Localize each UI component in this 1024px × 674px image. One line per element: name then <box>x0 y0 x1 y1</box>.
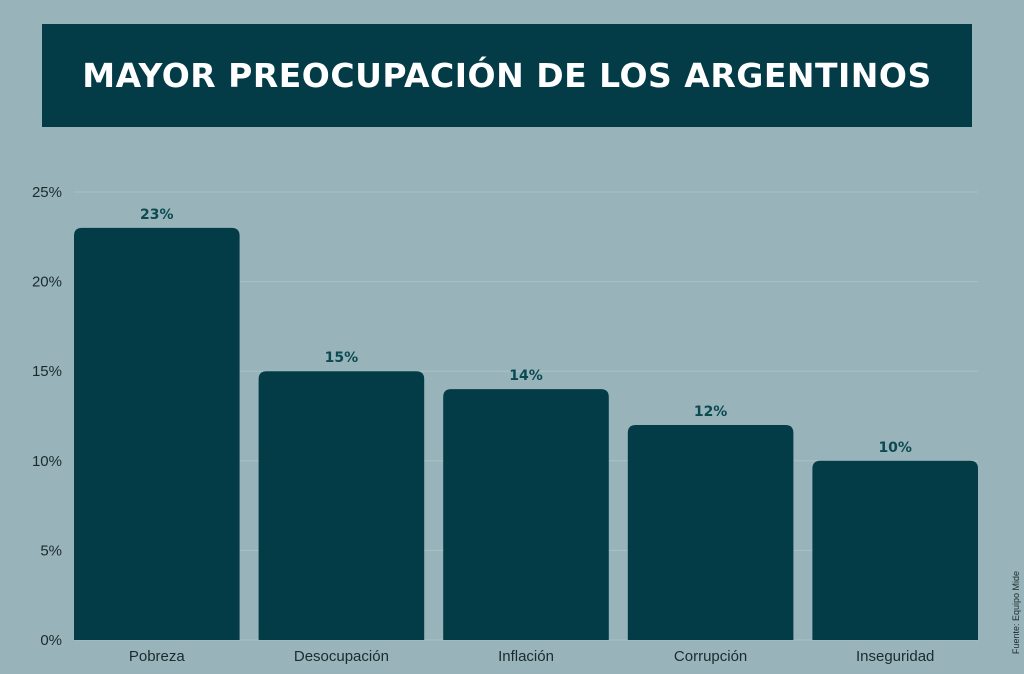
data-label: 15% <box>325 350 359 366</box>
bar-corrupción <box>627 424 794 640</box>
y-axis-ticks: 0% 5% 10% 15% 20% 25% <box>32 184 62 649</box>
data-label: 12% <box>694 404 728 420</box>
category-label: Inflación <box>498 648 554 665</box>
y-tick-label: 0% <box>40 632 62 649</box>
y-tick-label: 5% <box>40 542 62 559</box>
data-label: 14% <box>509 368 543 384</box>
bar-inflación <box>443 389 609 640</box>
y-tick-label: 25% <box>32 184 62 201</box>
bars <box>74 227 978 640</box>
category-label: Desocupación <box>294 648 389 665</box>
data-label: 10% <box>878 440 912 456</box>
bar-inseguridad <box>812 460 978 640</box>
y-tick-label: 20% <box>32 274 62 291</box>
data-label: 23% <box>140 207 174 223</box>
source-note: Fuente: Equipo Mide <box>1011 570 1021 654</box>
category-label: Corrupción <box>674 648 747 665</box>
bar-pobreza <box>74 227 240 640</box>
title-banner: MAYOR PREOCUPACIÓN DE LOS ARGENTINOS <box>42 24 972 127</box>
x-axis-categories: Pobreza Desocupación Inflación Corrupción In… <box>129 648 935 665</box>
data-labels: 23% 15% 14% 12% 10% <box>140 207 912 456</box>
y-tick-label: 10% <box>32 453 62 470</box>
y-tick-label: 15% <box>32 363 62 380</box>
category-label: Inseguridad <box>856 648 934 665</box>
bar-desocupación <box>258 371 425 640</box>
chart-title: MAYOR PREOCUPACIÓN DE LOS ARGENTINOS <box>82 56 932 95</box>
category-label: Pobreza <box>129 648 186 665</box>
